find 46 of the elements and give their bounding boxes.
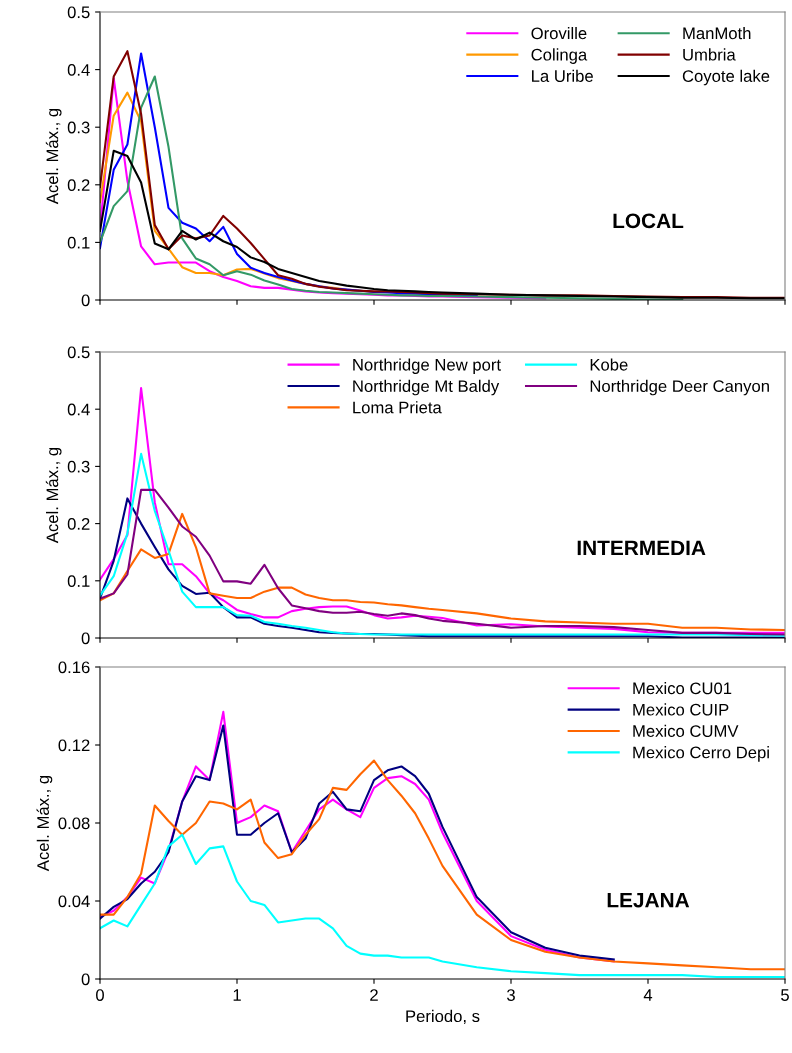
legend-label: Oroville [531,27,587,40]
y-tick-label: 0 [81,294,90,307]
x-tick-label: 3 [507,989,515,1001]
annotation: INTERMEDIA [577,540,706,556]
x-tick-label: 5 [781,989,789,1001]
legend-label: La Uribe [532,69,593,82]
legend-label: Coyote lake [682,69,770,86]
y-tick-label: 0.3 [67,460,90,473]
y-tick-label: 0.5 [67,6,90,19]
y-tick-label: 0 [81,973,90,986]
x-tick-label: 1 [233,989,241,1001]
y-tick-label: 0.4 [67,403,90,416]
y-axis-title: Acel. Máx., g [45,447,62,544]
y-tick-label: 0.04 [58,895,90,908]
legend-label: Northridge New port [353,358,501,374]
y-tick-label: 0.2 [67,518,90,530]
y-tick-label: 0.5 [67,346,90,359]
annotation: LEJANA [607,892,690,908]
y-tick-label: 0.2 [67,179,90,191]
line-series [100,52,478,297]
y-tick-label: 0.12 [58,739,90,752]
legend-label: Mexico CUMV [633,724,739,737]
legend-label: Mexico CU01 [633,682,732,695]
legend-label: Northridge Deer Canyon [590,379,769,396]
y-axis-title: Acel. Máx., g [36,775,53,872]
x-tick-label: 2 [370,989,378,1001]
legend-label: ManMoth [683,27,751,40]
legend-label: Mexico Cerro Depi [633,746,769,762]
legend-label: Umbria [683,48,736,61]
y-tick-label: 0.08 [58,817,90,830]
y-tick-label: 0 [81,632,90,645]
x-axis-title: Periodo, s [406,1009,480,1025]
y-tick-label: 0.3 [67,121,90,134]
legend-label: Kobe [590,358,628,371]
x-tick-label: 0 [96,989,104,1001]
legend-label: Northridge Mt Baldy [353,379,500,396]
annotation: LOCAL [613,213,684,229]
y-tick-label: 0.4 [67,64,90,76]
legend-label: Colinga [531,48,588,64]
y-tick-label: 0.1 [67,575,90,587]
legend-label: Mexico CUIP [633,703,729,716]
x-tick-label: 4 [643,989,653,1001]
y-tick-label: 0.16 [58,661,90,674]
y-axis-title: Acel. Máx., g [45,108,62,205]
legend-label: Loma Prieta [353,401,442,414]
y-tick-label: 0.1 [67,236,90,249]
